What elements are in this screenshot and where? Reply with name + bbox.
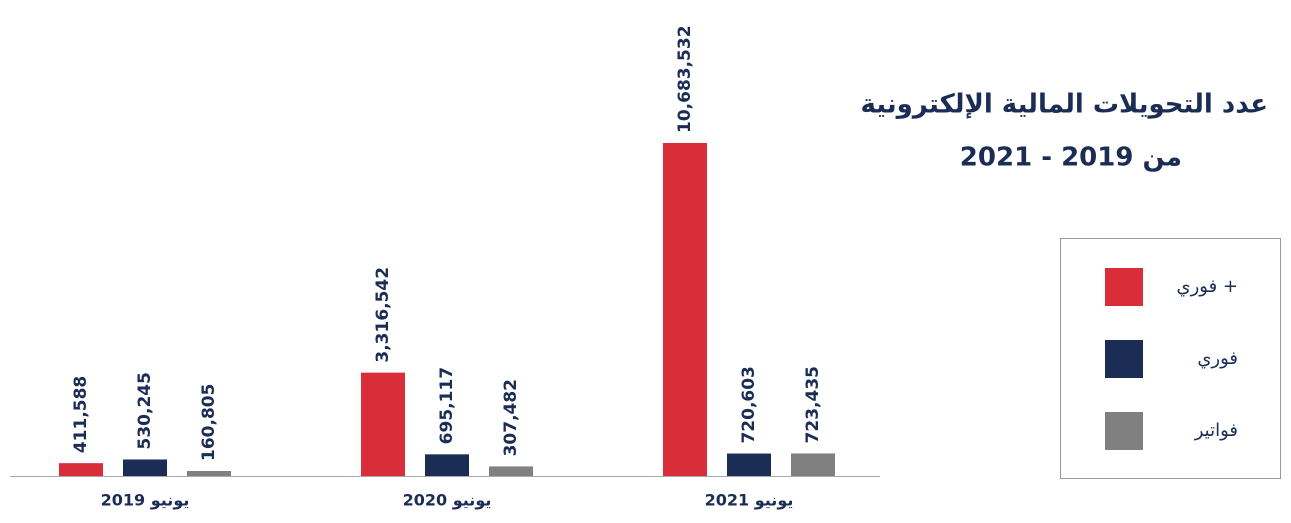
bar bbox=[59, 463, 103, 476]
data-label: 160,805 bbox=[199, 384, 219, 461]
bar bbox=[361, 372, 405, 476]
bar bbox=[187, 470, 231, 476]
legend-box bbox=[1060, 238, 1281, 479]
x-tick-label: يونيو 2021 bbox=[705, 491, 794, 510]
legend-label: فوري bbox=[1197, 348, 1238, 369]
x-tick-label: يونيو 2019 bbox=[101, 491, 190, 510]
legend-swatch bbox=[1105, 340, 1143, 378]
legend-swatch bbox=[1105, 412, 1143, 450]
bar bbox=[663, 143, 707, 476]
bar bbox=[791, 453, 835, 476]
data-label: 530,245 bbox=[135, 372, 155, 449]
data-label: 3,316,542 bbox=[373, 267, 393, 363]
bar bbox=[727, 453, 771, 476]
bar bbox=[123, 459, 167, 476]
bar bbox=[425, 454, 469, 476]
data-label: 411,588 bbox=[71, 376, 91, 453]
bar bbox=[489, 466, 533, 476]
legend-label: فواتير bbox=[1194, 420, 1238, 441]
data-label: 10,683,532 bbox=[675, 25, 695, 133]
chart-title: عدد التحويلات المالية الإلكترونية bbox=[861, 90, 1269, 120]
x-tick-label: يونيو 2020 bbox=[403, 491, 492, 510]
legend-swatch bbox=[1105, 268, 1143, 306]
data-label: 695,117 bbox=[437, 367, 457, 444]
data-label: 723,435 bbox=[803, 366, 823, 443]
data-label: 307,482 bbox=[501, 379, 521, 456]
legend-label: فوري + bbox=[1177, 276, 1239, 297]
data-label: 720,603 bbox=[739, 366, 759, 443]
chart-title: من 2019 - 2021 bbox=[960, 143, 1182, 173]
